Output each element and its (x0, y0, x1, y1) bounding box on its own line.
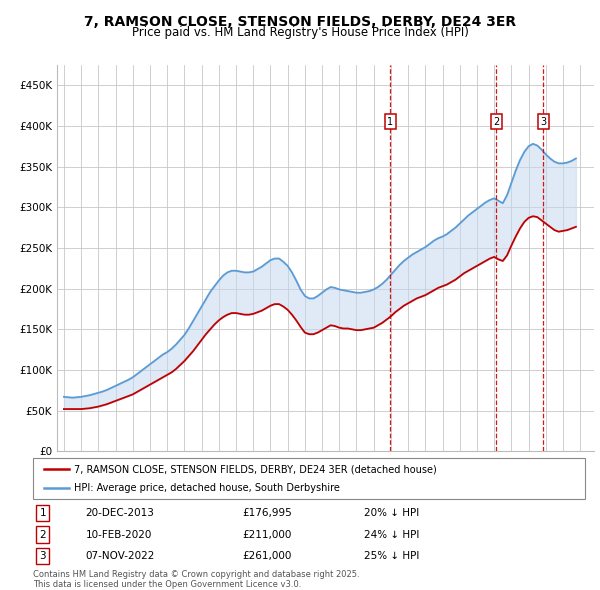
Text: 7, RAMSON CLOSE, STENSON FIELDS, DERBY, DE24 3ER: 7, RAMSON CLOSE, STENSON FIELDS, DERBY, … (84, 15, 516, 29)
Text: 1: 1 (40, 508, 46, 518)
Text: 07-NOV-2022: 07-NOV-2022 (85, 551, 155, 561)
Text: 20-DEC-2013: 20-DEC-2013 (85, 508, 154, 518)
Text: Price paid vs. HM Land Registry's House Price Index (HPI): Price paid vs. HM Land Registry's House … (131, 26, 469, 39)
Text: 20% ↓ HPI: 20% ↓ HPI (364, 508, 419, 518)
Text: Contains HM Land Registry data © Crown copyright and database right 2025.
This d: Contains HM Land Registry data © Crown c… (33, 570, 359, 589)
Text: 1: 1 (387, 117, 393, 127)
Text: HPI: Average price, detached house, South Derbyshire: HPI: Average price, detached house, Sout… (74, 483, 340, 493)
FancyBboxPatch shape (33, 458, 585, 499)
Text: £261,000: £261,000 (243, 551, 292, 561)
Text: 7, RAMSON CLOSE, STENSON FIELDS, DERBY, DE24 3ER (detached house): 7, RAMSON CLOSE, STENSON FIELDS, DERBY, … (74, 464, 437, 474)
Text: 3: 3 (40, 551, 46, 561)
Text: 2: 2 (493, 117, 499, 127)
Text: 2: 2 (40, 530, 46, 539)
Text: 10-FEB-2020: 10-FEB-2020 (85, 530, 152, 539)
Text: £211,000: £211,000 (243, 530, 292, 539)
Text: 24% ↓ HPI: 24% ↓ HPI (364, 530, 419, 539)
Text: 25% ↓ HPI: 25% ↓ HPI (364, 551, 419, 561)
Text: 3: 3 (540, 117, 546, 127)
Text: £176,995: £176,995 (243, 508, 293, 518)
